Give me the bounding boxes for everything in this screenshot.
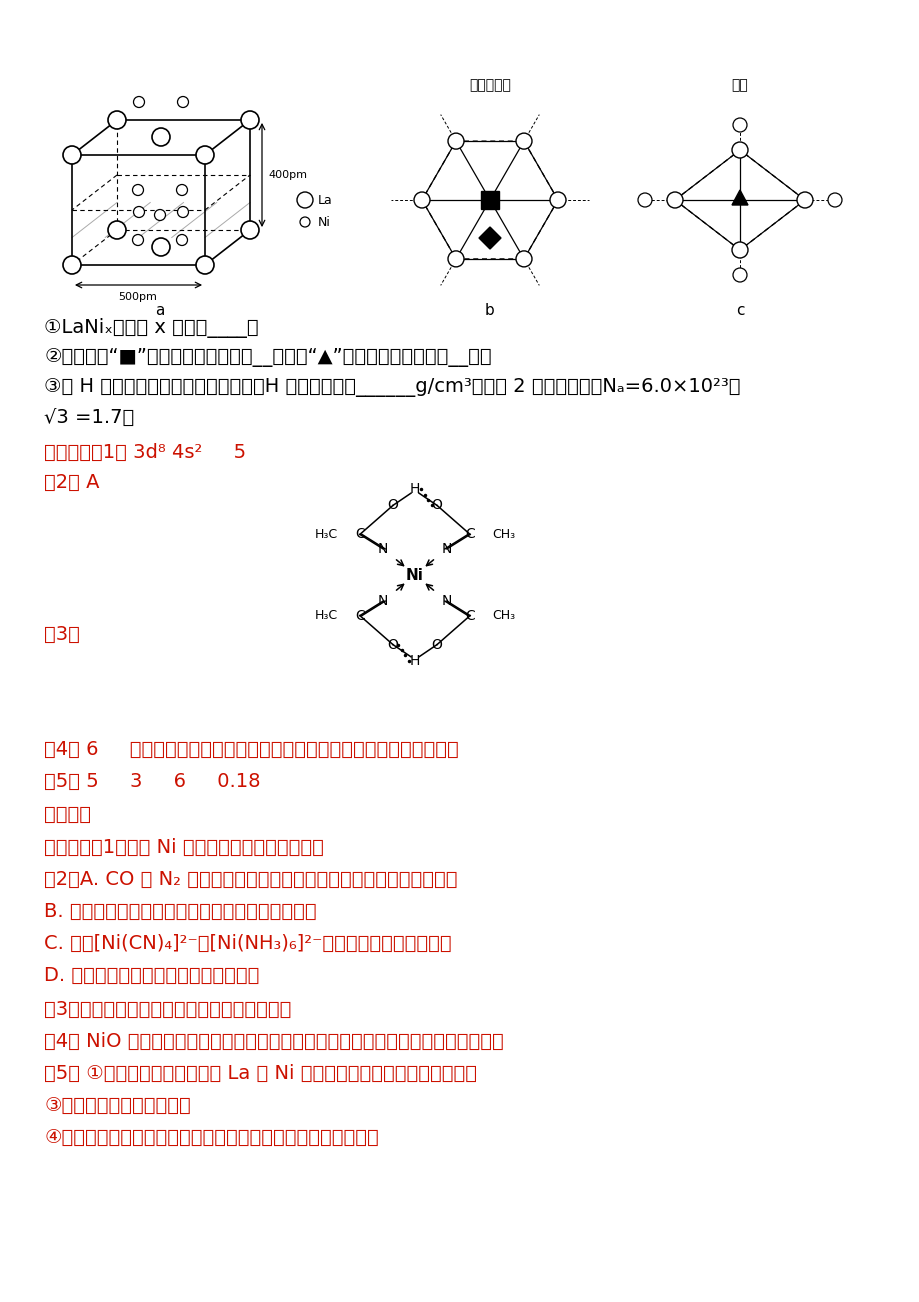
Circle shape	[133, 207, 144, 217]
Circle shape	[448, 133, 463, 150]
Text: H₃C: H₃C	[314, 609, 337, 622]
Text: 【分析】（1）依据 Ni 的最外层电子排布式作答；: 【分析】（1）依据 Ni 的最外层电子排布式作答；	[44, 838, 323, 857]
Circle shape	[133, 96, 144, 108]
Circle shape	[62, 146, 81, 164]
Text: √3 =1.7）: √3 =1.7）	[44, 408, 134, 427]
Text: （4） NiO 的晶体结构类型与氯化錢相同；从离子晶体的晶格能角度分析燔点高低；: （4） NiO 的晶体结构类型与氯化錢相同；从离子晶体的晶格能角度分析燔点高低；	[44, 1032, 504, 1051]
Text: c: c	[735, 303, 743, 318]
Text: b: b	[484, 303, 494, 318]
Text: C: C	[355, 608, 364, 622]
Circle shape	[550, 191, 565, 208]
Circle shape	[732, 242, 747, 258]
Polygon shape	[732, 190, 747, 204]
Circle shape	[732, 268, 746, 283]
Circle shape	[176, 185, 187, 195]
Circle shape	[196, 256, 214, 273]
Circle shape	[241, 221, 259, 240]
Text: （5） ①利用均摊法求出晶胞中 La 与 Ni 的原子个数比，进而得出化学式；: （5） ①利用均摊法求出晶胞中 La 与 Ni 的原子个数比，进而得出化学式；	[44, 1064, 477, 1083]
Circle shape	[300, 217, 310, 227]
Bar	[481, 191, 498, 210]
Text: ②晶胞中和“■”同类的八面体空隙有__个，和“▲”同类的四面体空隙有__个。: ②晶胞中和“■”同类的八面体空隙有__个，和“▲”同类的四面体空隙有__个。	[44, 348, 492, 367]
Text: （2）A. CO 与 N₂ 互为等电子体，互为等电子体的两种物质结构相似；: （2）A. CO 与 N₂ 互为等电子体，互为等电子体的两种物质结构相似；	[44, 870, 457, 889]
Text: 中层: 中层	[731, 78, 747, 92]
Circle shape	[108, 111, 126, 129]
Text: Ni: Ni	[405, 568, 424, 582]
Text: C. 找出[Ni(CN)₄]²⁻和[Ni(NH₃)₆]²⁻两种配合物的配体个数；: C. 找出[Ni(CN)₄]²⁻和[Ni(NH₃)₆]²⁻两种配合物的配体个数；	[44, 934, 451, 953]
Text: （5） 5     3     6     0.18: （5） 5 3 6 0.18	[44, 772, 260, 792]
Circle shape	[414, 191, 429, 208]
Text: CH₃: CH₃	[492, 527, 515, 540]
Text: 【答案】（1） 3d⁸ 4s²     5: 【答案】（1） 3d⁸ 4s² 5	[44, 443, 246, 462]
Text: 【解析】: 【解析】	[44, 805, 91, 824]
Circle shape	[62, 256, 81, 273]
Text: ③根据空间构型分析作答；: ③根据空间构型分析作答；	[44, 1096, 191, 1115]
Text: 500pm: 500pm	[119, 292, 157, 302]
Circle shape	[732, 142, 747, 158]
Text: O: O	[387, 638, 398, 651]
Text: H₃C: H₃C	[314, 527, 337, 540]
Circle shape	[132, 185, 143, 195]
Circle shape	[796, 191, 812, 208]
Circle shape	[241, 111, 259, 129]
Text: N: N	[441, 594, 451, 608]
Text: ①LaNiₓ合金中 x 的値为____；: ①LaNiₓ合金中 x 的値为____；	[44, 318, 258, 339]
Circle shape	[637, 193, 652, 207]
Circle shape	[516, 133, 531, 150]
Circle shape	[196, 146, 214, 164]
Circle shape	[297, 191, 312, 208]
Text: Ni: Ni	[318, 216, 331, 228]
Text: D. 依据杂化轨道理论分析其杂化类型；: D. 依据杂化轨道理论分析其杂化类型；	[44, 966, 259, 986]
Text: C: C	[465, 608, 474, 622]
Circle shape	[448, 251, 463, 267]
Circle shape	[732, 118, 746, 132]
Text: C: C	[465, 527, 474, 542]
Circle shape	[108, 221, 126, 240]
Text: H: H	[409, 482, 420, 496]
Circle shape	[152, 128, 170, 146]
Text: O: O	[387, 499, 398, 513]
Polygon shape	[479, 227, 501, 249]
Text: a: a	[155, 303, 165, 318]
Circle shape	[152, 238, 170, 256]
Text: （3）依据配位键与氪键的存在原子种类分析；: （3）依据配位键与氪键的存在原子种类分析；	[44, 1000, 291, 1019]
Text: ③若 H 进入晶胞后，晶胞的体积不变，H 的最大密度是______g/cm³（保留 2 位有效数字，Nₐ=6.0×10²³，: ③若 H 进入晶胞后，晶胞的体积不变，H 的最大密度是______g/cm³（保…	[44, 378, 740, 397]
Text: N: N	[441, 542, 451, 556]
Text: 400pm: 400pm	[267, 171, 307, 180]
Circle shape	[132, 234, 143, 246]
Text: ④结合几何关系，找出六方晶胞的体积，再依据密度公式作答。: ④结合几何关系，找出六方晶胞的体积，再依据密度公式作答。	[44, 1128, 379, 1147]
Text: B. 依据价层电子对互斥理论和杂化轨道理论作答；: B. 依据价层电子对互斥理论和杂化轨道理论作答；	[44, 902, 316, 921]
Text: N: N	[378, 594, 388, 608]
Text: La: La	[318, 194, 333, 207]
Text: H: H	[409, 654, 420, 668]
Text: CH₃: CH₃	[492, 609, 515, 622]
Circle shape	[516, 251, 531, 267]
Text: （4） 6     离子所带电荷数越高，离子半径越小，则晶格能越大，燔点越高: （4） 6 离子所带电荷数越高，离子半径越小，则晶格能越大，燔点越高	[44, 740, 459, 759]
Circle shape	[154, 210, 165, 220]
Text: N: N	[378, 542, 388, 556]
Text: C: C	[355, 527, 364, 542]
Circle shape	[177, 207, 188, 217]
Circle shape	[827, 193, 841, 207]
Text: O: O	[431, 638, 442, 651]
Text: （2） A: （2） A	[44, 473, 99, 492]
Circle shape	[177, 96, 188, 108]
Text: O: O	[431, 499, 442, 513]
Circle shape	[176, 234, 187, 246]
Text: （3）: （3）	[44, 625, 80, 644]
Text: 顶层和底层: 顶层和底层	[469, 78, 510, 92]
Circle shape	[666, 191, 682, 208]
